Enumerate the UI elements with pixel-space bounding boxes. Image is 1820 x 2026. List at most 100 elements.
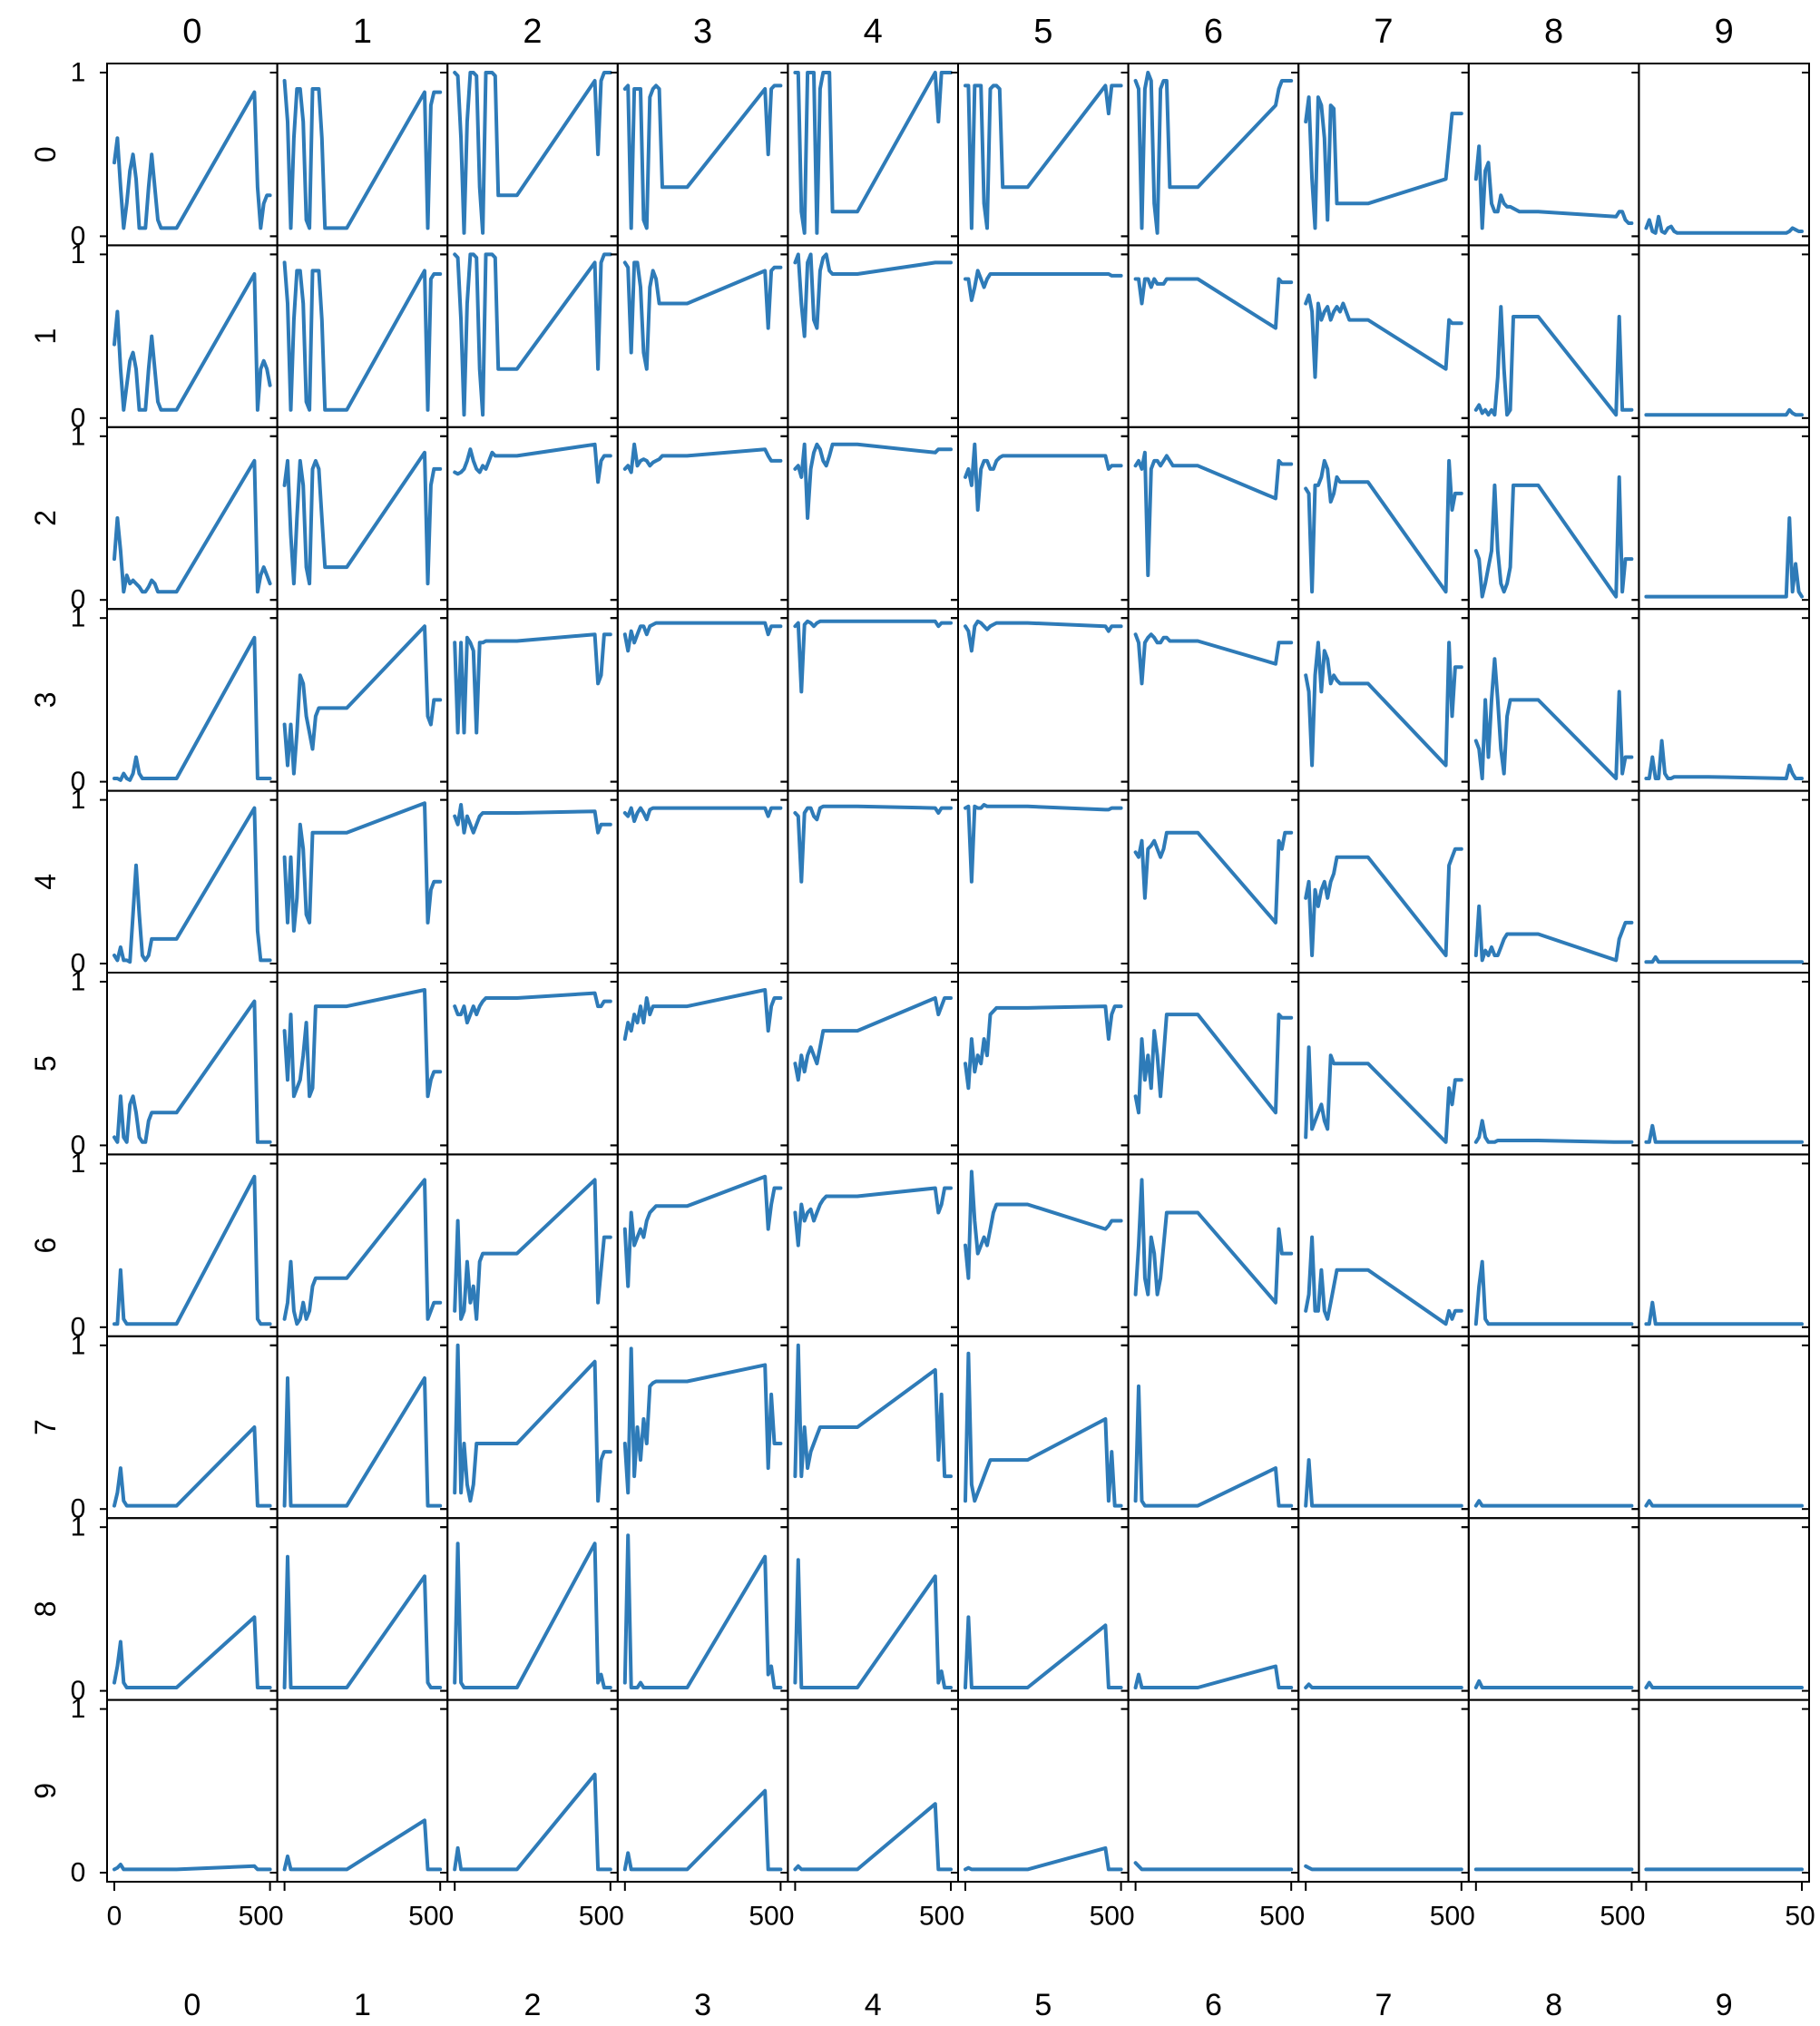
x-tick-label-0: 0 [107, 1902, 122, 1932]
series-line-r9-c1 [282, 1818, 443, 1872]
series-line-r5-c3 [622, 988, 783, 1042]
series-line-r0-c8 [1473, 144, 1634, 230]
series-line-r6-c6 [1133, 1178, 1294, 1305]
column-header-9: 9 [1715, 13, 1734, 51]
series-line-r4-c2 [453, 803, 612, 835]
series-line-r8-c6 [1133, 1664, 1294, 1689]
row-header-0: 0 [29, 146, 62, 162]
y-tick-label: 1 [71, 1330, 86, 1360]
series-line-r9-c5 [964, 1845, 1123, 1872]
series-line-r0-c5 [964, 83, 1123, 230]
bottom-label-5: 5 [1034, 1988, 1052, 2022]
y-tick-label: 1 [71, 1149, 86, 1179]
series-line-r9-c7 [1304, 1864, 1463, 1872]
series-line-r3-c3 [622, 621, 783, 653]
series-line-r4-c8 [1473, 904, 1634, 963]
series-line-r7-c5 [964, 1351, 1123, 1508]
series-line-r4-c3 [622, 806, 783, 824]
column-header-2: 2 [523, 13, 542, 51]
series-line-r0-c2 [453, 71, 612, 235]
series-line-r5-c9 [1644, 1123, 1804, 1144]
y-tick-label: 0 [71, 1494, 86, 1524]
series-line-r8-c2 [453, 1542, 612, 1689]
series-line-r8-c4 [793, 1558, 953, 1689]
panel-frame-r9-c9 [1638, 1698, 1811, 1883]
series-line-r7-c1 [282, 1375, 443, 1508]
series-line-r3-c5 [964, 619, 1123, 653]
series-line-r7-c7 [1304, 1458, 1463, 1508]
series-line-r0-c3 [622, 83, 783, 230]
y-tick-label: 1 [71, 785, 86, 815]
bottom-label-2: 2 [524, 1988, 542, 2022]
bottom-label-6: 6 [1205, 1988, 1222, 2022]
series-line-r7-c3 [622, 1346, 783, 1495]
y-tick-label: 1 [71, 603, 86, 633]
series-line-r4-c6 [1133, 830, 1294, 925]
column-header-7: 7 [1374, 13, 1393, 51]
series-line-r7-c0 [113, 1425, 272, 1508]
x-tick-label-6: 500 [1090, 1902, 1135, 1932]
x-tick-label-1: 500 [239, 1902, 284, 1932]
series-line-r1-c7 [1304, 293, 1463, 379]
series-line-r2-c0 [113, 458, 272, 594]
x-tick-label-7: 500 [1259, 1902, 1305, 1932]
series-line-r0-c7 [1304, 95, 1463, 230]
y-tick-label: 0 [71, 221, 86, 251]
bottom-label-3: 3 [694, 1988, 711, 2022]
y-tick-label: 1 [71, 240, 86, 269]
x-tick-label-10: 50 [1785, 1902, 1815, 1932]
y-tick-label: 0 [71, 767, 86, 797]
y-tick-label: 0 [71, 1858, 86, 1888]
row-header-8: 8 [29, 1601, 62, 1618]
bottom-label-1: 1 [354, 1988, 371, 2022]
y-tick-label: 1 [71, 421, 86, 451]
series-line-r3-c9 [1644, 739, 1804, 780]
column-header-5: 5 [1033, 13, 1052, 51]
series-line-r6-c3 [622, 1174, 783, 1288]
column-header-6: 6 [1204, 13, 1223, 51]
series-line-r8-c0 [113, 1615, 272, 1689]
series-line-r3-c0 [113, 635, 272, 782]
series-line-r8-c1 [282, 1554, 443, 1689]
series-line-r2-c3 [622, 442, 783, 475]
series-line-r4-c0 [113, 806, 272, 964]
series-line-r1-c8 [1473, 305, 1634, 417]
series-line-r7-c6 [1133, 1384, 1294, 1508]
series-line-r7-c8 [1473, 1499, 1634, 1508]
column-header-0: 0 [182, 13, 201, 51]
series-line-r1-c0 [113, 272, 272, 412]
series-line-r6-c0 [113, 1174, 272, 1326]
series-line-r7-c2 [453, 1343, 612, 1503]
row-header-4: 4 [29, 874, 62, 890]
x-tick-label-2: 500 [408, 1902, 454, 1932]
series-line-r5-c5 [964, 1004, 1123, 1091]
x-tick-label-5: 500 [919, 1902, 964, 1932]
y-tick-label: 0 [71, 1130, 86, 1160]
series-line-r9-c6 [1133, 1861, 1294, 1872]
series-line-r2-c4 [793, 442, 953, 520]
y-tick-label: 1 [71, 58, 86, 88]
series-line-r6-c8 [1473, 1259, 1634, 1326]
series-line-r0-c1 [282, 79, 443, 230]
row-header-2: 2 [29, 510, 62, 526]
y-tick-label: 0 [71, 949, 86, 979]
series-line-r2-c6 [1133, 450, 1294, 578]
series-line-r4-c7 [1304, 847, 1463, 957]
series-line-r5-c2 [453, 991, 612, 1025]
y-tick-label: 0 [71, 403, 86, 433]
bottom-label-8: 8 [1545, 1988, 1562, 2022]
series-line-r2-c2 [453, 442, 612, 484]
row-header-9: 9 [29, 1783, 62, 1799]
row-header-6: 6 [29, 1238, 62, 1254]
series-line-r5-c4 [793, 996, 953, 1082]
series-line-r3-c2 [453, 632, 612, 735]
y-tick-label: 1 [71, 967, 86, 997]
series-line-r8-c7 [1304, 1682, 1463, 1689]
series-line-r1-c1 [282, 260, 443, 412]
series-line-r3-c8 [1473, 657, 1634, 780]
y-tick-label: 0 [71, 585, 86, 615]
row-header-3: 3 [29, 692, 62, 709]
row-header-7: 7 [29, 1419, 62, 1435]
